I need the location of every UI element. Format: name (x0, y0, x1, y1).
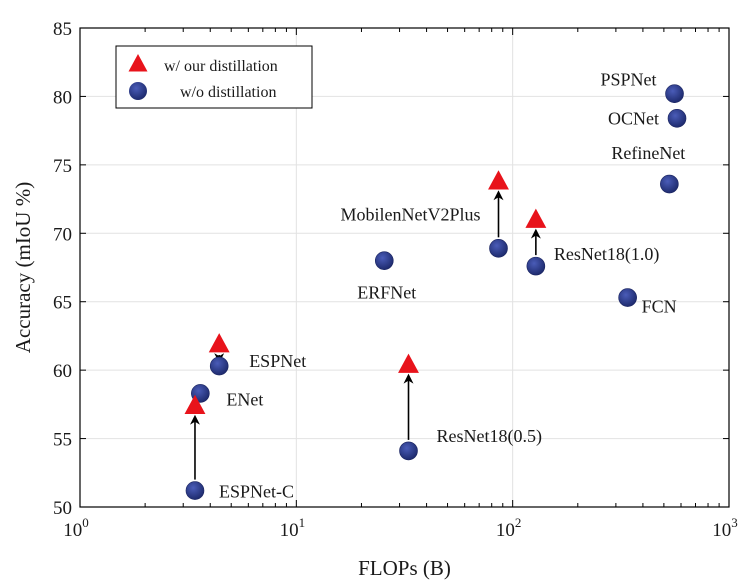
x-tick-exponent: 2 (515, 515, 522, 530)
point-no-distillation (374, 251, 394, 270)
legend-box (115, 45, 313, 109)
point-label: ERFNet (357, 283, 416, 303)
legend-label-distillation: w/ our distillation (164, 58, 278, 75)
point-labels: PSPNet OCNet RefineNet MobilenNetV2Plus ResN… (219, 70, 685, 502)
point-label: ESPNet (249, 351, 306, 371)
y-axis-label: Accuracy (mIoU %) (11, 182, 35, 353)
point-no-distillation (665, 84, 684, 103)
x-axis-label: FLOPs (B) (358, 556, 451, 580)
point-no-distillation (489, 239, 508, 258)
point-label: ENet (226, 389, 263, 409)
point-no-distillation (526, 256, 546, 276)
point-label: ResNet18(0.5) (437, 426, 542, 447)
point-label: PSPNet (600, 70, 656, 90)
x-tick-base: 10 (280, 520, 299, 541)
y-tick-label: 75 (53, 156, 72, 177)
legend-triangle-marker (128, 54, 148, 72)
y-tick-label: 55 (53, 430, 72, 451)
legend-circle-marker (129, 82, 147, 100)
y-tick-label: 80 (53, 87, 72, 108)
point-label: OCNet (608, 108, 659, 128)
x-tick-label: 101 (280, 515, 306, 541)
point-label: ESPNet-C (219, 482, 294, 502)
y-tick-label: 60 (53, 361, 72, 382)
point-no-distillation (660, 174, 679, 194)
x-tick-base: 10 (63, 520, 82, 541)
x-tick-label: 100 (63, 515, 89, 541)
point-label: RefineNet (611, 143, 685, 163)
point-no-distillation (399, 441, 418, 461)
point-no-distillation (209, 356, 229, 376)
point-with-distillation (488, 170, 509, 190)
x-tick-exponent: 0 (82, 515, 89, 530)
x-tick-label: 102 (496, 515, 521, 541)
y-tick-label: 85 (53, 19, 72, 40)
point-with-distillation (525, 208, 547, 228)
legend-label-no-distillation: w/o distillation (180, 84, 276, 101)
point-with-distillation (208, 333, 230, 353)
x-tick-base: 10 (712, 520, 731, 541)
y-tick-label: 50 (53, 498, 72, 519)
x-tick-exponent: 1 (299, 515, 306, 530)
point-no-distillation (618, 288, 637, 307)
point-with-distillation (398, 353, 419, 373)
point-label: MobilenNetV2Plus (340, 204, 480, 224)
point-with-distillation (184, 394, 206, 414)
point-no-distillation (667, 109, 687, 128)
legend: w/ our distillation w/o distillation (115, 45, 313, 109)
x-tick-label: 103 (712, 515, 738, 541)
y-tick-label: 65 (53, 293, 72, 314)
y-tick-label: 70 (53, 224, 72, 245)
plot-frame (79, 27, 730, 508)
x-tick-base: 10 (496, 520, 515, 541)
point-no-distillation (185, 481, 205, 500)
point-label: FCN (642, 297, 677, 317)
x-tick-exponent: 3 (731, 515, 738, 530)
point-label: ResNet18(1.0) (554, 244, 659, 265)
data-points (184, 84, 687, 500)
